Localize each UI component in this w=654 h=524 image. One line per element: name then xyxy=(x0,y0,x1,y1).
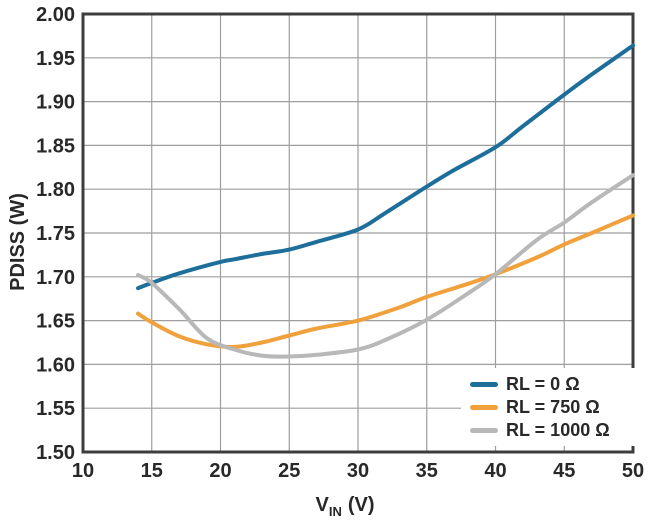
x-tick-label: 50 xyxy=(622,460,644,482)
y-tick-label: 1.90 xyxy=(36,92,75,114)
legend-swatch-rl-750 xyxy=(470,404,498,410)
x-tick-label: 10 xyxy=(72,460,94,482)
x-tick-label: 45 xyxy=(553,460,575,482)
series-line-1 xyxy=(136,213,635,349)
legend-label-rl-0: RL = 0 Ω xyxy=(506,374,580,394)
x-axis-title-unit: (V) xyxy=(348,494,375,516)
legend-label-rl-750: RL = 750 Ω xyxy=(506,397,600,417)
x-tick-label: 15 xyxy=(141,460,163,482)
x-axis-title: VIN (V) xyxy=(315,494,374,519)
legend-swatch-rl-0 xyxy=(470,381,498,387)
x-tick-label: 25 xyxy=(278,460,300,482)
y-tick-label: 1.75 xyxy=(36,223,75,245)
legend-item-rl-0: RL = 0 Ω xyxy=(470,373,638,395)
y-tick-label: 1.65 xyxy=(36,311,75,333)
legend-item-rl-750: RL = 750 Ω xyxy=(470,396,638,418)
y-tick-label: 1.95 xyxy=(36,48,75,70)
legend-item-rl-1000: RL = 1000 Ω xyxy=(470,419,638,441)
x-axis-title-subscript: IN xyxy=(329,504,342,519)
series-line-0 xyxy=(136,43,635,291)
series-line-2 xyxy=(136,173,635,359)
y-tick-label: 1.70 xyxy=(36,267,75,289)
y-axis-title: PDISS (W) xyxy=(7,193,29,291)
y-axis-tick-labels: 1.50 1.55 1.60 1.65 1.70 1.75 1.80 1.85 1.90 1.95… xyxy=(36,4,75,464)
x-axis-title-symbol: V xyxy=(315,494,329,516)
series-layer xyxy=(136,43,635,359)
x-tick-label: 40 xyxy=(484,460,506,482)
y-tick-label: 1.80 xyxy=(36,179,75,201)
legend: RL = 0 Ω RL = 750 Ω RL = 1000 Ω xyxy=(461,368,644,446)
legend-swatch-rl-1000 xyxy=(470,427,498,433)
x-axis-tick-labels: 10 15 20 25 30 35 40 45 50 xyxy=(72,460,644,482)
y-tick-label: 1.60 xyxy=(36,354,75,376)
x-tick-label: 30 xyxy=(347,460,369,482)
legend-label-rl-1000: RL = 1000 Ω xyxy=(506,420,610,440)
x-tick-label: 20 xyxy=(209,460,231,482)
y-tick-label: 1.85 xyxy=(36,135,75,157)
y-tick-label: 1.55 xyxy=(36,398,75,420)
y-tick-label: 1.50 xyxy=(36,442,75,464)
y-tick-label: 2.00 xyxy=(36,4,75,26)
x-tick-label: 35 xyxy=(416,460,438,482)
plot-frame xyxy=(81,12,635,454)
